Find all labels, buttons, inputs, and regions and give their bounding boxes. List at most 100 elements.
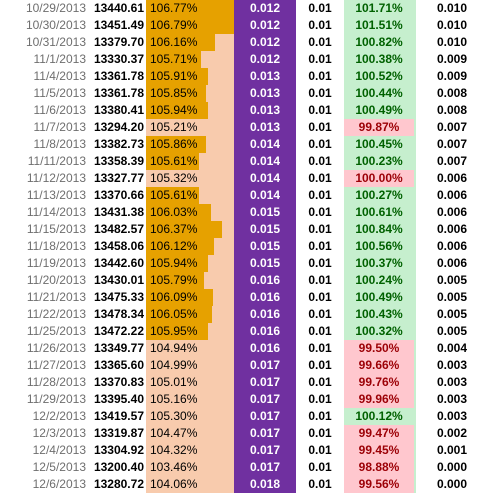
pct-cell[interactable]: 105.32%	[146, 170, 234, 187]
last-value-cell[interactable]: 0.010	[436, 18, 468, 32]
ratio-cell[interactable]: 99.76%	[344, 374, 414, 391]
close-cell[interactable]: 13330.37	[93, 52, 144, 66]
ratio-cell[interactable]: 100.27%	[344, 187, 414, 204]
close-cell[interactable]: 13382.73	[93, 137, 144, 151]
purple-value-cell[interactable]: 0.016	[234, 340, 296, 357]
small-value-cell[interactable]: 0.01	[308, 409, 332, 423]
pct-cell[interactable]: 104.94%	[146, 340, 234, 357]
date-cell[interactable]: 11/25/2013	[26, 324, 86, 338]
date-cell[interactable]: 12/5/2013	[32, 460, 86, 474]
pct-cell[interactable]: 106.79%	[146, 17, 234, 34]
pct-cell[interactable]: 105.30%	[146, 408, 234, 425]
date-cell[interactable]: 11/20/2013	[26, 273, 86, 287]
date-cell[interactable]: 10/31/2013	[25, 35, 86, 49]
last-value-cell[interactable]: 0.003	[436, 392, 468, 406]
purple-value-cell[interactable]: 0.014	[234, 187, 296, 204]
date-cell[interactable]: 11/8/2013	[33, 137, 87, 151]
ratio-cell[interactable]: 100.37%	[344, 255, 414, 272]
ratio-cell[interactable]: 101.51%	[344, 17, 414, 34]
ratio-cell[interactable]: 100.49%	[344, 102, 414, 119]
ratio-cell[interactable]: 100.52%	[344, 68, 414, 85]
small-value-cell[interactable]: 0.01	[308, 86, 332, 100]
small-value-cell[interactable]: 0.01	[308, 120, 332, 134]
date-cell[interactable]: 11/19/2013	[26, 256, 86, 270]
last-value-cell[interactable]: 0.005	[436, 273, 468, 287]
date-cell[interactable]: 11/18/2013	[26, 239, 86, 253]
close-cell[interactable]: 13361.78	[93, 69, 144, 83]
date-cell[interactable]: 11/21/2013	[26, 290, 86, 304]
pct-cell[interactable]: 104.47%	[146, 425, 234, 442]
small-value-cell[interactable]: 0.01	[308, 256, 332, 270]
last-value-cell[interactable]: 0.003	[436, 358, 468, 372]
date-cell[interactable]: 11/14/2013	[26, 205, 86, 219]
date-cell[interactable]: 12/3/2013	[32, 426, 86, 440]
ratio-cell[interactable]: 99.50%	[344, 340, 414, 357]
purple-value-cell[interactable]: 0.012	[234, 17, 296, 34]
small-value-cell[interactable]: 0.01	[308, 154, 332, 168]
ratio-cell[interactable]: 100.82%	[344, 34, 414, 51]
last-value-cell[interactable]: 0.010	[436, 1, 468, 15]
purple-value-cell[interactable]: 0.017	[234, 459, 296, 476]
pct-cell[interactable]: 105.71%	[146, 51, 234, 68]
last-value-cell[interactable]: 0.000	[436, 460, 468, 474]
last-value-cell[interactable]: 0.007	[436, 137, 468, 151]
pct-cell[interactable]: 105.61%	[146, 153, 234, 170]
date-cell[interactable]: 11/1/2013	[33, 52, 87, 66]
close-cell[interactable]: 13365.60	[93, 358, 144, 372]
small-value-cell[interactable]: 0.01	[308, 443, 332, 457]
ratio-cell[interactable]: 99.47%	[344, 425, 414, 442]
pct-cell[interactable]: 106.16%	[146, 34, 234, 51]
date-cell[interactable]: 10/30/2013	[25, 18, 86, 32]
small-value-cell[interactable]: 0.01	[308, 324, 332, 338]
last-value-cell[interactable]: 0.005	[436, 290, 468, 304]
last-value-cell[interactable]: 0.002	[436, 426, 468, 440]
date-cell[interactable]: 10/29/2013	[25, 1, 86, 15]
last-value-cell[interactable]: 0.008	[436, 86, 468, 100]
last-value-cell[interactable]: 0.003	[436, 409, 468, 423]
small-value-cell[interactable]: 0.01	[308, 52, 332, 66]
pct-cell[interactable]: 104.99%	[146, 357, 234, 374]
ratio-cell[interactable]: 100.44%	[344, 85, 414, 102]
date-cell[interactable]: 11/5/2013	[33, 86, 87, 100]
close-cell[interactable]: 13304.92	[93, 443, 144, 457]
last-value-cell[interactable]: 0.004	[436, 341, 468, 355]
last-value-cell[interactable]: 0.005	[436, 307, 468, 321]
small-value-cell[interactable]: 0.01	[308, 307, 332, 321]
close-cell[interactable]: 13395.40	[93, 392, 144, 406]
pct-cell[interactable]: 106.03%	[146, 204, 234, 221]
ratio-cell[interactable]: 100.45%	[344, 136, 414, 153]
ratio-cell[interactable]: 100.56%	[344, 238, 414, 255]
pct-cell[interactable]: 106.05%	[146, 306, 234, 323]
purple-value-cell[interactable]: 0.015	[234, 238, 296, 255]
small-value-cell[interactable]: 0.01	[308, 35, 332, 49]
small-value-cell[interactable]: 0.01	[308, 205, 332, 219]
pct-cell[interactable]: 105.16%	[146, 391, 234, 408]
last-value-cell[interactable]: 0.010	[436, 35, 468, 49]
close-cell[interactable]: 13319.87	[93, 426, 144, 440]
pct-cell[interactable]: 105.61%	[146, 187, 234, 204]
purple-value-cell[interactable]: 0.013	[234, 85, 296, 102]
last-value-cell[interactable]: 0.009	[436, 52, 468, 66]
purple-value-cell[interactable]: 0.014	[234, 170, 296, 187]
date-cell[interactable]: 11/22/2013	[26, 307, 86, 321]
last-value-cell[interactable]: 0.006	[436, 256, 468, 270]
purple-value-cell[interactable]: 0.015	[234, 255, 296, 272]
ratio-cell[interactable]: 99.96%	[344, 391, 414, 408]
pct-cell[interactable]: 105.94%	[146, 255, 234, 272]
close-cell[interactable]: 13442.60	[93, 256, 144, 270]
close-cell[interactable]: 13430.01	[93, 273, 144, 287]
date-cell[interactable]: 11/13/2013	[26, 188, 86, 202]
pct-cell[interactable]: 105.79%	[146, 272, 234, 289]
ratio-cell[interactable]: 100.38%	[344, 51, 414, 68]
small-value-cell[interactable]: 0.01	[308, 188, 332, 202]
purple-value-cell[interactable]: 0.015	[234, 221, 296, 238]
last-value-cell[interactable]: 0.006	[436, 188, 468, 202]
last-value-cell[interactable]: 0.006	[436, 171, 468, 185]
purple-value-cell[interactable]: 0.017	[234, 408, 296, 425]
purple-value-cell[interactable]: 0.012	[234, 51, 296, 68]
date-cell[interactable]: 11/29/2013	[26, 392, 86, 406]
small-value-cell[interactable]: 0.01	[308, 239, 332, 253]
small-value-cell[interactable]: 0.01	[308, 103, 332, 117]
purple-value-cell[interactable]: 0.016	[234, 306, 296, 323]
small-value-cell[interactable]: 0.01	[308, 290, 332, 304]
